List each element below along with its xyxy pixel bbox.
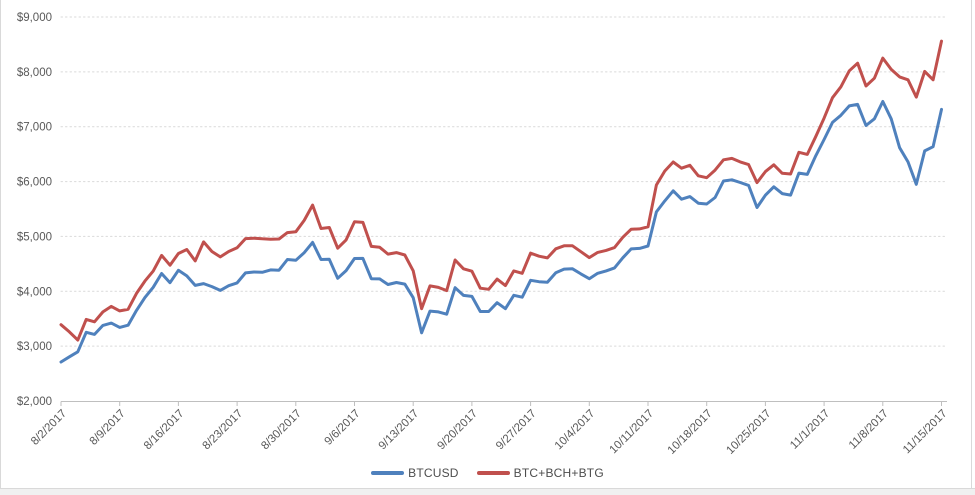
footer-strip bbox=[0, 489, 975, 495]
chart-legend: BTCUSD BTC+BCH+BTG bbox=[0, 466, 975, 480]
series-line-btcusd[interactable] bbox=[59, 100, 943, 364]
y-axis-label-6000: $6,000 bbox=[17, 177, 52, 189]
series-line-btc-bch-btg[interactable] bbox=[59, 39, 943, 342]
x-axis-label-11/15/2017: 11/15/2017 bbox=[901, 408, 950, 457]
y-axis-label-7000: $7,000 bbox=[17, 122, 52, 134]
x-axis-label-10/25/2017: 10/25/2017 bbox=[724, 408, 773, 457]
x-axis-label-10/4/2017: 10/4/2017 bbox=[553, 408, 598, 453]
x-axis-label-8/23/2017: 8/23/2017 bbox=[201, 408, 246, 453]
legend-label-btc-bch-btg: BTC+BCH+BTG bbox=[513, 466, 604, 480]
x-axis-label-9/6/2017: 9/6/2017 bbox=[322, 408, 362, 448]
y-axis-label-5000: $5,000 bbox=[17, 231, 52, 243]
x-axis-label-9/27/2017: 9/27/2017 bbox=[494, 408, 539, 453]
x-axis-label-11/8/2017: 11/8/2017 bbox=[847, 408, 891, 452]
x-axis-label-8/30/2017: 8/30/2017 bbox=[259, 408, 304, 453]
x-axis-label-9/20/2017: 9/20/2017 bbox=[435, 408, 480, 453]
y-axis-label-3000: $3,000 bbox=[17, 341, 52, 353]
x-axis-label-10/18/2017: 10/18/2017 bbox=[666, 408, 715, 457]
y-axis-label-9000: $9,000 bbox=[17, 12, 52, 24]
x-axis-label-9/13/2017: 9/13/2017 bbox=[377, 408, 422, 453]
x-axis-label-8/2/2017: 8/2/2017 bbox=[29, 408, 69, 448]
legend-item-btcusd[interactable]: BTCUSD bbox=[371, 466, 459, 480]
y-axis-label-4000: $4,000 bbox=[17, 286, 52, 298]
legend-item-btc-bch-btg[interactable]: BTC+BCH+BTG bbox=[476, 466, 604, 480]
legend-swatch-btc-bch-btg bbox=[476, 471, 510, 475]
legend-label-btcusd: BTCUSD bbox=[408, 466, 459, 480]
x-axis-label-11/1/2017: 11/1/2017 bbox=[788, 408, 832, 452]
y-axis-label-2000: $2,000 bbox=[17, 396, 52, 408]
y-axis-label-8000: $8,000 bbox=[17, 67, 52, 79]
x-axis-label-10/11/2017: 10/11/2017 bbox=[608, 408, 657, 457]
legend-swatch-btcusd bbox=[371, 471, 405, 475]
x-axis-label-8/9/2017: 8/9/2017 bbox=[88, 408, 128, 448]
x-axis-label-8/16/2017: 8/16/2017 bbox=[142, 408, 187, 453]
